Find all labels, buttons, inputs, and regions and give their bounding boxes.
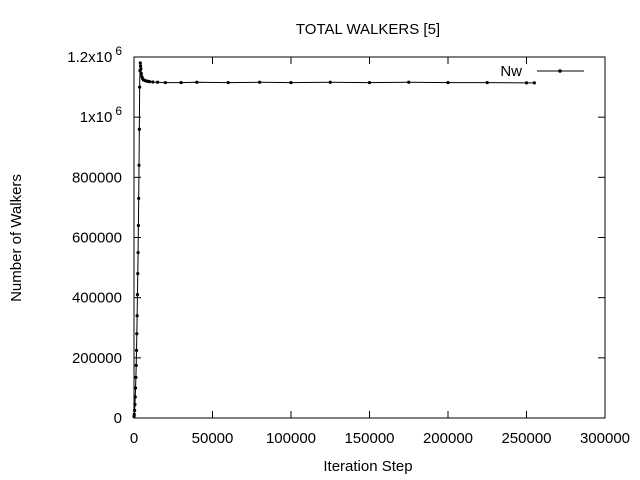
data-point	[138, 128, 141, 131]
data-point	[446, 81, 449, 84]
chart-title: TOTAL WALKERS [5]	[296, 21, 440, 38]
data-point	[195, 81, 198, 84]
data-point	[533, 81, 536, 84]
data-point	[133, 413, 136, 416]
y-tick-label: 600000	[72, 230, 122, 247]
series-nw	[132, 61, 536, 418]
x-tick-label: 200000	[423, 430, 473, 447]
x-axis-label: Iteration Step	[323, 458, 412, 475]
data-point	[227, 81, 230, 84]
data-point	[133, 403, 136, 406]
data-point	[148, 80, 151, 83]
data-point	[135, 364, 138, 367]
data-point	[139, 67, 142, 70]
y-tick-label: 800000	[72, 169, 122, 186]
y-tick-label-base: 1.2x10	[67, 49, 112, 66]
data-point	[139, 61, 142, 64]
y-tick-label: 1.2x10 6	[67, 44, 122, 66]
series-line	[134, 63, 534, 416]
data-point	[486, 81, 489, 84]
data-point	[289, 81, 292, 84]
data-point	[258, 81, 261, 84]
data-point	[134, 386, 137, 389]
legend: Nw	[500, 63, 584, 80]
data-point	[137, 197, 140, 200]
data-point	[151, 80, 154, 83]
data-point	[407, 81, 410, 84]
data-point	[164, 81, 167, 84]
y-tick-label-base: 0	[114, 410, 122, 427]
y-tick-label-base: 400000	[72, 290, 122, 307]
y-tick-label-exponent: 6	[115, 44, 122, 58]
data-point	[525, 81, 528, 84]
x-tick-label: 250000	[501, 430, 551, 447]
data-point	[134, 395, 137, 398]
y-tick-label-exponent: 6	[115, 104, 122, 118]
data-point	[140, 72, 143, 75]
data-point	[180, 81, 183, 84]
y-tick-label-base: 800000	[72, 169, 122, 186]
data-point	[135, 349, 138, 352]
y-tick-label: 0	[114, 410, 122, 427]
data-point	[136, 314, 139, 317]
x-tick-label: 150000	[344, 430, 394, 447]
data-point	[135, 332, 138, 335]
y-tick-label: 400000	[72, 290, 122, 307]
y-tick-label: 1x10 6	[80, 104, 123, 126]
data-point	[134, 376, 137, 379]
data-point	[368, 81, 371, 84]
legend-label: Nw	[500, 63, 522, 80]
y-axis-label: Number of Walkers	[8, 174, 25, 302]
data-point	[136, 272, 139, 275]
y-tick-label-base: 600000	[72, 230, 122, 247]
data-point	[136, 251, 139, 254]
x-axis: 0 50000 100000 150000 200000 250000 300000	[130, 57, 630, 447]
data-point	[138, 85, 141, 88]
data-point	[139, 64, 142, 67]
x-tick-label: 100000	[266, 430, 316, 447]
data-point	[329, 81, 332, 84]
y-tick-label: 200000	[72, 350, 122, 367]
x-tick-label: 300000	[580, 430, 630, 447]
x-tick-label: 50000	[192, 430, 234, 447]
plot-frame	[134, 57, 605, 418]
y-tick-label-base: 1x10	[80, 109, 113, 126]
data-point	[133, 409, 136, 412]
legend-marker	[558, 69, 562, 73]
data-point	[137, 224, 140, 227]
y-tick-label-base: 200000	[72, 350, 122, 367]
data-point	[136, 293, 139, 296]
x-tick-label: 0	[130, 430, 138, 447]
data-point	[137, 164, 140, 167]
data-point	[156, 81, 159, 84]
